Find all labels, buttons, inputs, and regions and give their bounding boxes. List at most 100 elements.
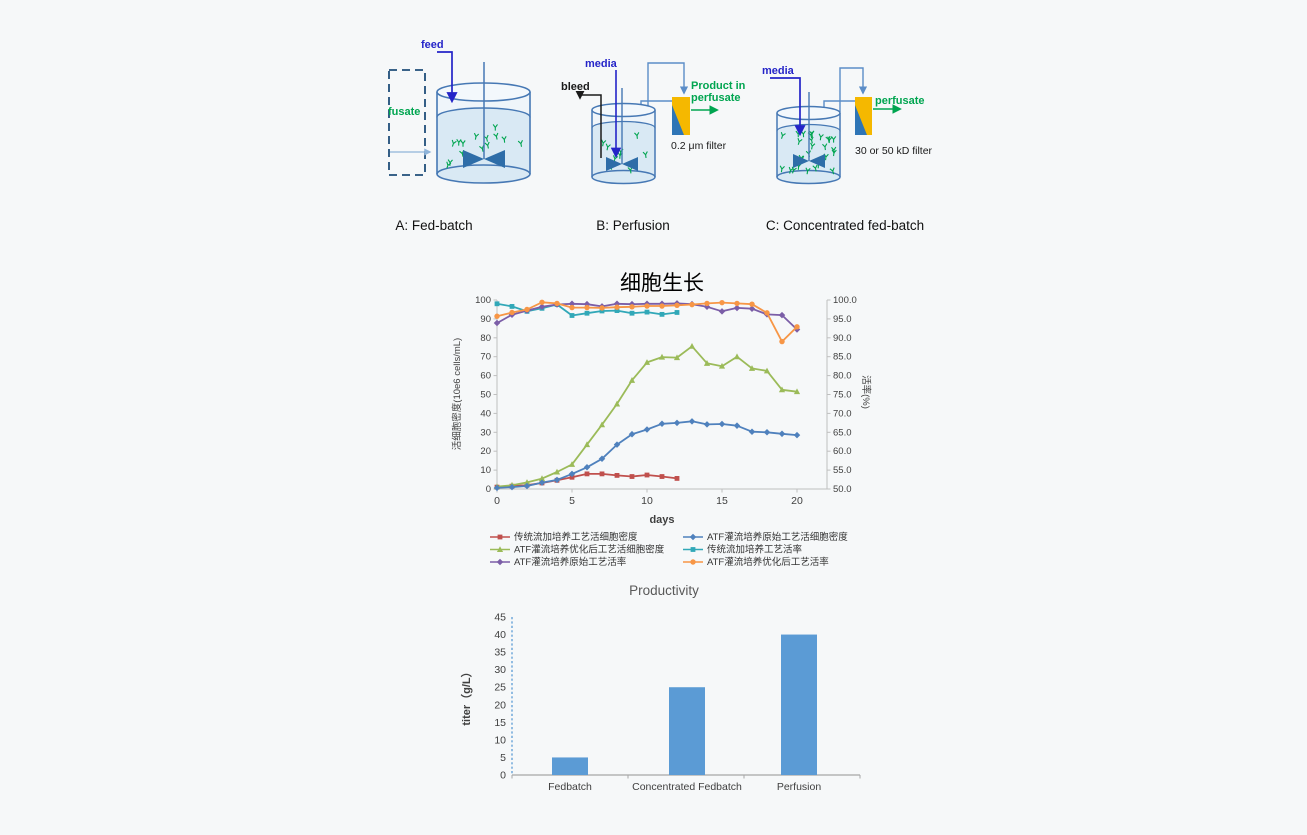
data-point xyxy=(538,479,546,486)
cell-icon xyxy=(492,124,498,131)
data-point xyxy=(614,308,620,313)
fed-batch-diagram: feed fusate A: Fed-batch xyxy=(388,39,531,233)
legend-item: 传统流加培养工艺活细胞密度 xyxy=(490,531,638,543)
data-point xyxy=(643,426,651,433)
cells xyxy=(446,124,523,169)
data-point xyxy=(690,547,696,552)
tick-label: 5 xyxy=(569,495,575,507)
bioreactor-tank-icon xyxy=(591,102,656,185)
cell-icon xyxy=(501,136,507,143)
right-axis-label: 活率(%) xyxy=(860,375,872,409)
legend-item: ATF灌流培养原始工艺活细胞密度 xyxy=(683,531,848,543)
cell-icon xyxy=(822,143,828,151)
data-point xyxy=(689,301,695,308)
data-point xyxy=(493,484,501,492)
chart-title: 细胞生长 xyxy=(620,271,704,295)
tick-label: 90 xyxy=(480,314,491,325)
cell-icon xyxy=(797,138,803,145)
tick-label: 60.0 xyxy=(833,446,852,457)
tick-label: 20 xyxy=(494,699,506,711)
tick-label: 100 xyxy=(475,295,491,306)
productivity-chart: Productivity titer（g/L） 0 5 10 15 20 25 30 35 40… xyxy=(460,583,861,793)
cell-icon xyxy=(829,167,835,175)
data-point xyxy=(704,300,710,307)
data-point xyxy=(553,468,561,475)
data-point xyxy=(749,301,755,307)
data-point xyxy=(583,441,591,448)
tick-label: 80.0 xyxy=(833,371,852,382)
data-point xyxy=(599,308,605,314)
data-point xyxy=(538,475,546,482)
bleed-arrow xyxy=(575,90,602,158)
data-point xyxy=(659,311,665,317)
concentrated-fed-batch-diagram: media perfusate 30 or 50 kD filter C: Co… xyxy=(762,65,933,233)
data-point xyxy=(524,306,530,313)
data-point xyxy=(644,303,650,309)
data-point xyxy=(614,472,620,478)
category-label: Perfusion xyxy=(777,781,822,793)
feed-label: feed xyxy=(421,39,444,51)
data-point xyxy=(688,418,696,425)
category-label: Concentrated Fedbatch xyxy=(632,781,742,793)
data-point xyxy=(689,533,697,541)
data-point xyxy=(718,362,726,369)
data-point xyxy=(659,303,665,309)
tick-label: 55.0 xyxy=(833,465,852,476)
data-point xyxy=(599,471,605,477)
data-point xyxy=(644,472,650,478)
data-point xyxy=(613,400,621,407)
tick-label: 90.0 xyxy=(833,333,852,344)
cell-icon xyxy=(780,131,786,139)
data-point xyxy=(718,308,726,315)
cell-icon xyxy=(460,140,466,147)
data-point xyxy=(778,386,786,393)
data-point xyxy=(584,471,590,477)
data-point xyxy=(569,313,575,318)
tick-label: 10 xyxy=(494,734,506,746)
dashed-recycle-box xyxy=(388,69,426,176)
cell-icon xyxy=(818,133,824,141)
legend-label: 传统流加培养工艺活细胞密度 xyxy=(514,531,638,543)
data-point xyxy=(703,421,711,428)
data-point xyxy=(568,470,576,478)
category-label: Fedbatch xyxy=(548,781,592,793)
tick-label: 60 xyxy=(480,371,491,382)
cell-icon xyxy=(517,140,523,147)
media-label: media xyxy=(762,65,795,77)
tick-label: 70.0 xyxy=(833,408,852,419)
data-point xyxy=(674,476,680,481)
cell-icon xyxy=(642,151,648,159)
tick-label: 75.0 xyxy=(833,390,852,401)
y-axis-label: titer（g/L） xyxy=(460,666,473,725)
series-line xyxy=(493,418,801,492)
data-point xyxy=(598,421,606,428)
data-point xyxy=(493,319,501,327)
cell-icon xyxy=(812,164,818,172)
impeller-icon xyxy=(463,150,505,168)
perfusion-loop-pipes xyxy=(839,67,868,112)
bioprocess-diagrams: feed fusate A: Fed-batch xyxy=(388,39,933,233)
perfusion-loop-pipes xyxy=(647,62,689,110)
cell-icon xyxy=(456,139,462,146)
data-point xyxy=(629,310,635,316)
series-line xyxy=(493,343,801,490)
legend-label: ATF灌流培养优化后工艺活率 xyxy=(707,556,829,568)
x-axis-label: days xyxy=(649,514,674,526)
cell-icon xyxy=(484,141,490,149)
filter-icon xyxy=(855,97,872,135)
cell-icon xyxy=(827,136,833,144)
data-point xyxy=(643,359,651,365)
tick-label: 0 xyxy=(486,484,491,495)
data-point xyxy=(509,309,515,316)
data-point xyxy=(554,300,560,307)
caption-concentrated-fed-batch: C: Concentrated fed-batch xyxy=(766,218,924,233)
series-line xyxy=(494,299,800,345)
data-point xyxy=(508,483,516,491)
data-point xyxy=(598,455,606,463)
data-point xyxy=(793,388,801,395)
data-point xyxy=(718,420,726,428)
legend-item: 传统流加培养工艺活率 xyxy=(683,544,803,556)
product-in-label: Product in xyxy=(691,80,746,92)
bar xyxy=(669,687,705,775)
